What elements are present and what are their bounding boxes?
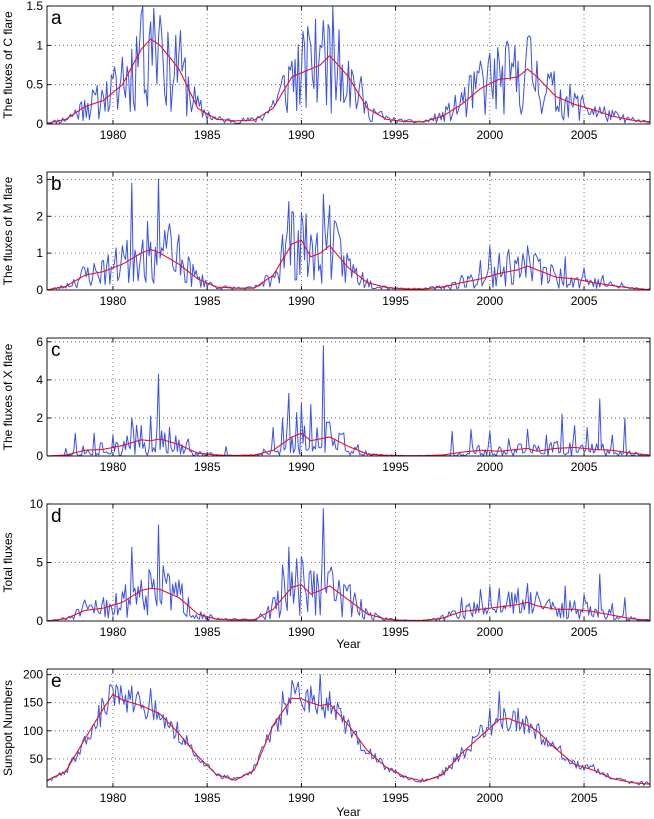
y-tick-label: 1 [36,246,43,260]
series-smoothed-line [47,584,650,621]
y-axis-label: Total fluxes [1,532,15,592]
series-monthly-line [47,6,650,124]
y-axis-label: The fluxes of M flare [1,176,15,285]
series-smoothed-line [47,239,650,290]
x-tick-label: 1985 [194,128,221,142]
x-tick-label: 1985 [194,625,221,639]
y-axis-label: The fluxes of X flare [1,343,15,450]
axes-box [46,337,651,457]
x-tick-label: 1990 [288,128,315,142]
panel-d: 1980 1985 1990 1995 2000 2005 0 5 10 d Total fluxe… [1,497,651,651]
y-axis-label: The fluxes of C flare [1,11,15,119]
series-group [47,674,650,786]
x-tick-label: 2000 [476,294,503,308]
x-tick-label: 2005 [571,294,598,308]
y-tick-label: 100 [23,724,43,738]
y-axis-label: Sunspot Numbers [1,680,15,776]
x-tick-label: 1995 [382,791,409,805]
series-monthly-line [47,674,650,786]
y-tick-label: 2 [36,209,43,223]
x-tick-label: 1980 [100,791,127,805]
y-tick-label: 0.5 [26,78,43,92]
series-monthly-line [47,345,650,456]
panel-label: a [51,8,62,29]
panel-e: 1980 1985 1990 1995 2000 2005 50 100 150 200 e Suns… [1,668,651,819]
y-tick-label: 1 [36,38,43,52]
x-tick-label: 1995 [382,294,409,308]
x-tick-label: 1990 [288,791,315,805]
y-tick-label: 2 [36,411,43,425]
axes-box [46,171,651,291]
series-smoothed-line [47,38,650,124]
x-axis-label: Year [336,637,360,651]
x-tick-label: 2005 [571,460,598,474]
series-smoothed-line [47,693,650,785]
y-tick-label: 0 [36,117,43,131]
x-tick-label: 1990 [288,294,315,308]
panel-b: 1980 1985 1990 1995 2000 2005 0 1 2 3 b The fluxes … [1,171,651,308]
x-tick-label: 1990 [288,460,315,474]
x-tick-label: 2000 [476,128,503,142]
series-smoothed-line [47,432,650,456]
panel-label: b [51,174,62,195]
axes-box [46,5,651,125]
series-monthly-line [47,178,650,290]
x-tick-label: 1985 [194,460,221,474]
x-tick-label: 2005 [571,625,598,639]
series-monthly-line [47,508,650,621]
series-group [47,178,650,290]
x-tick-label: 2000 [476,791,503,805]
x-tick-label: 1995 [382,128,409,142]
x-tick-label: 1980 [100,625,127,639]
y-tick-label: 150 [23,696,43,710]
x-tick-label: 1985 [194,294,221,308]
panel-label: d [51,506,62,527]
x-tick-label: 1990 [288,625,315,639]
y-tick-label: 0 [36,283,43,297]
y-tick-label: 5 [36,556,43,570]
x-axis-label: Year [336,805,360,819]
panel-label: c [51,340,61,361]
x-tick-label: 1995 [382,625,409,639]
series-group [47,508,650,621]
x-tick-label: 1980 [100,128,127,142]
x-tick-label: 1980 [100,294,127,308]
y-tick-label: 50 [30,752,44,766]
x-tick-label: 1985 [194,791,221,805]
panel-c: 1980 1985 1990 1995 2000 2005 0 2 4 6 c The fluxes … [1,335,651,474]
y-tick-label: 200 [23,668,43,682]
series-group [47,345,650,456]
y-tick-label: 10 [30,497,44,511]
x-tick-label: 2005 [571,791,598,805]
x-tick-label: 2005 [571,128,598,142]
series-group [47,6,650,124]
x-tick-label: 1980 [100,460,127,474]
panel-label: e [51,671,62,692]
y-tick-label: 6 [36,335,43,349]
axes-box [46,668,651,788]
y-tick-label: 3 [36,172,43,186]
y-tick-label: 1.5 [26,0,43,13]
x-tick-label: 2000 [476,625,503,639]
y-tick-label: 4 [36,373,43,387]
y-tick-label: 0 [36,614,43,628]
panel-a: 1980 1985 1990 1995 2000 2005 0 0.5 1 1.5 a The flu… [1,0,651,142]
x-tick-label: 2000 [476,460,503,474]
x-tick-label: 1995 [382,460,409,474]
y-tick-label: 0 [36,449,43,463]
